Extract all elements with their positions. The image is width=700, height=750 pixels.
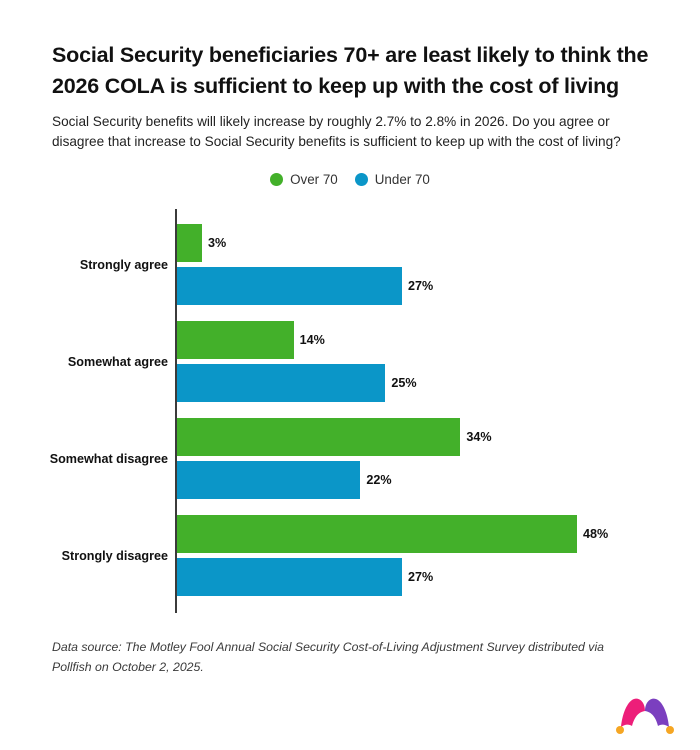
bar-value-label: 3% (208, 235, 227, 250)
legend-swatch-icon-under-70 (354, 173, 368, 187)
y-axis-line (175, 209, 177, 613)
bar[interactable] (177, 515, 577, 553)
bar-row[interactable]: 27% (177, 267, 433, 305)
bar[interactable] (177, 267, 402, 305)
bar[interactable] (177, 224, 202, 262)
motley-fool-jester-hat-logo (614, 694, 676, 738)
legend-item-under-70[interactable]: Under 70 (354, 172, 430, 187)
bar-value-label: 48% (583, 526, 609, 541)
bar-row[interactable]: 27% (177, 558, 433, 596)
bar-row[interactable]: 14% (177, 321, 325, 359)
bar-group: Somewhat disagree 34% 22% (0, 418, 700, 499)
legend-item-over-70[interactable]: Over 70 (270, 173, 338, 186)
bar[interactable] (177, 321, 294, 359)
chart-legend: Over 70 Under 70 (0, 173, 700, 186)
bar-row[interactable]: 22% (177, 461, 392, 499)
bar-group: Strongly agree 3% 27% (0, 224, 700, 305)
category-label: Strongly agree (79, 257, 168, 272)
bar-group: Strongly disagree 48% 27% (0, 515, 700, 596)
data-source-footnote: Data source: The Motley Fool Annual Soci… (52, 640, 605, 674)
plot-area: Strongly agree 3% 27% Somewhat agree 14% 25% S… (0, 209, 700, 614)
legend-label-under-70: Under 70 (374, 172, 430, 187)
bar-value-label: 14% (299, 332, 325, 347)
bar-row[interactable]: 34% (177, 418, 492, 456)
bar-value-label: 34% (466, 429, 492, 444)
bar-row[interactable]: 48% (177, 515, 608, 553)
bar-row[interactable]: 25% (177, 364, 417, 402)
bar-value-label: 22% (366, 472, 392, 487)
legend-label-over-70: Over 70 (290, 172, 338, 187)
category-label: Somewhat disagree (49, 451, 168, 466)
category-label: Strongly disagree (61, 548, 168, 563)
bar[interactable] (177, 364, 386, 402)
chart-subtitle: Social Security benefits will likely inc… (52, 114, 621, 149)
bar[interactable] (177, 418, 461, 456)
bar-value-label: 25% (391, 375, 417, 390)
page-title: Social Security beneficiaries 70+ are le… (52, 43, 649, 98)
bar-value-label: 27% (408, 569, 434, 584)
bar-group: Somewhat agree 14% 25% (0, 321, 700, 402)
category-label: Somewhat agree (67, 354, 168, 369)
bar-row[interactable]: 3% (177, 224, 226, 262)
legend-swatch-icon-over-70 (270, 173, 284, 187)
bar[interactable] (177, 558, 402, 596)
bar-value-label: 27% (408, 278, 434, 293)
bar[interactable] (177, 461, 361, 499)
